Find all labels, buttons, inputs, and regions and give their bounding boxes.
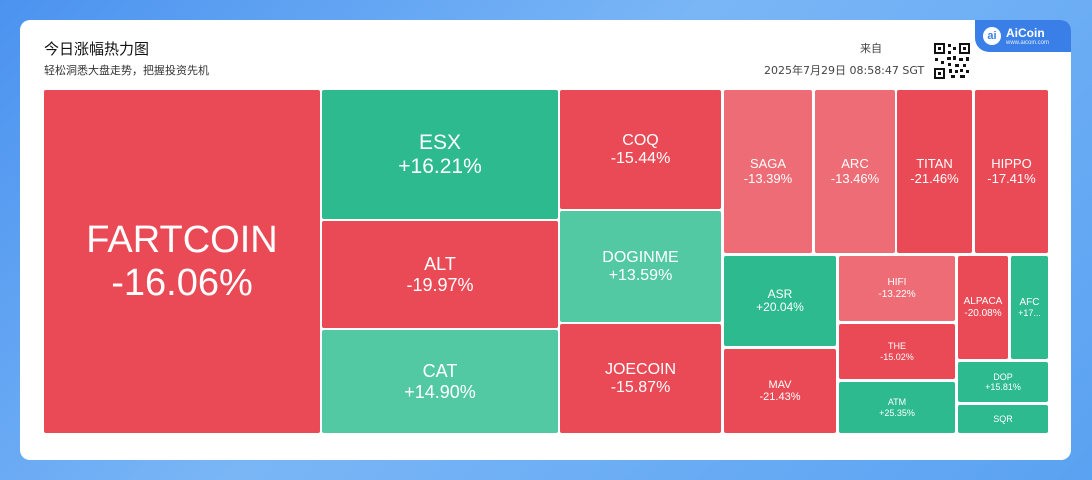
tile-change: +15.81% <box>985 382 1021 392</box>
tile-change: -21.46% <box>910 170 959 186</box>
tile-dop[interactable]: DOP +15.81% <box>958 362 1048 402</box>
tile-sqr[interactable]: SQR <box>958 405 1048 433</box>
tile-change: -16.06% <box>111 261 253 304</box>
tile-symbol: TITAN <box>916 155 953 171</box>
tile-change: -13.46% <box>830 170 880 186</box>
tile-cat[interactable]: CAT +14.90% <box>322 330 558 433</box>
tile-change: -15.87% <box>610 378 671 396</box>
tile-the[interactable]: THE -15.02% <box>839 324 955 379</box>
tile-symbol: DOGINME <box>602 248 679 266</box>
tile-hippo[interactable]: HIPPO -17.41% <box>975 90 1048 253</box>
tile-symbol: ESX <box>418 130 462 154</box>
tile-symbol: FARTCOIN <box>86 218 278 261</box>
tile-symbol: SAGA <box>749 155 787 171</box>
tile-change: -20.08% <box>964 307 1002 319</box>
tile-hifi[interactable]: HIFI -13.22% <box>839 256 955 321</box>
tile-change: -19.97% <box>406 274 474 295</box>
tile-change: -15.44% <box>610 149 671 167</box>
tile-alt[interactable]: ALT -19.97% <box>322 221 558 328</box>
tile-symbol: ARC <box>841 155 869 171</box>
tile-symbol: CAT <box>422 361 458 382</box>
tile-symbol: JOECOIN <box>604 360 677 378</box>
tile-asr[interactable]: ASR +20.04% <box>724 256 836 346</box>
tile-mav[interactable]: MAV -21.43% <box>724 349 836 433</box>
tile-change: +14.90% <box>404 381 476 402</box>
tile-change: -17.41% <box>987 170 1036 186</box>
tile-symbol: ALPACA <box>963 296 1003 308</box>
tile-symbol: ASR <box>767 286 793 301</box>
tile-symbol: AFC <box>1019 296 1040 308</box>
tile-joecoin[interactable]: JOECOIN -15.87% <box>560 324 721 433</box>
tile-fartcoin[interactable]: FARTCOIN -16.06% <box>44 90 320 433</box>
tile-change: +13.59% <box>608 266 673 284</box>
tile-saga[interactable]: SAGA -13.39% <box>724 90 812 253</box>
tile-atm[interactable]: ATM +25.35% <box>839 382 955 433</box>
tile-afc[interactable]: AFC +17... <box>1011 256 1048 359</box>
tile-change: -21.43% <box>759 391 801 403</box>
tile-doginme[interactable]: DOGINME +13.59% <box>560 211 721 322</box>
tile-symbol: COQ <box>622 131 659 149</box>
tile-change: +25.35% <box>879 407 915 418</box>
tile-symbol: MAV <box>768 378 792 391</box>
tile-change: -15.02% <box>880 351 914 362</box>
tile-change: -13.39% <box>743 170 793 186</box>
page-subtitle: 轻松洞悉大盘走势，把握投资先机 <box>44 64 209 77</box>
tile-titan[interactable]: TITAN -21.46% <box>897 90 972 253</box>
tile-change: -13.22% <box>878 288 916 300</box>
tile-symbol: ATM <box>887 397 907 408</box>
tile-esx[interactable]: ESX +16.21% <box>322 90 558 219</box>
page-title: 今日涨幅热力图 <box>44 40 150 58</box>
tile-symbol: HIPPO <box>991 155 1032 171</box>
tile-symbol: ALT <box>424 254 456 275</box>
tile-arc[interactable]: ARC -13.46% <box>815 90 895 253</box>
tile-alpaca[interactable]: ALPACA -20.08% <box>958 256 1008 359</box>
aicoin-logo-icon: ai <box>983 27 1001 45</box>
tile-change: +17... <box>1018 308 1041 319</box>
tile-symbol: HIFI <box>887 277 907 289</box>
tile-change: +20.04% <box>756 300 804 314</box>
tile-coq[interactable]: COQ -15.44% <box>560 90 721 209</box>
tile-symbol: THE <box>888 341 906 352</box>
qr-code-icon <box>933 42 971 80</box>
brand-badge[interactable]: ai AiCoin www.aicoin.com <box>975 20 1071 52</box>
tile-symbol: SQR <box>993 413 1013 424</box>
timestamp: 2025年7月29日 08:58:47 SGT <box>764 64 925 77</box>
tile-change: +16.21% <box>398 154 482 178</box>
tile-symbol: DOP <box>993 371 1013 382</box>
brand-url: www.aicoin.com <box>1006 39 1050 46</box>
brand-name: AiCoin <box>1006 25 1045 40</box>
source-label: 来自 <box>860 42 882 55</box>
